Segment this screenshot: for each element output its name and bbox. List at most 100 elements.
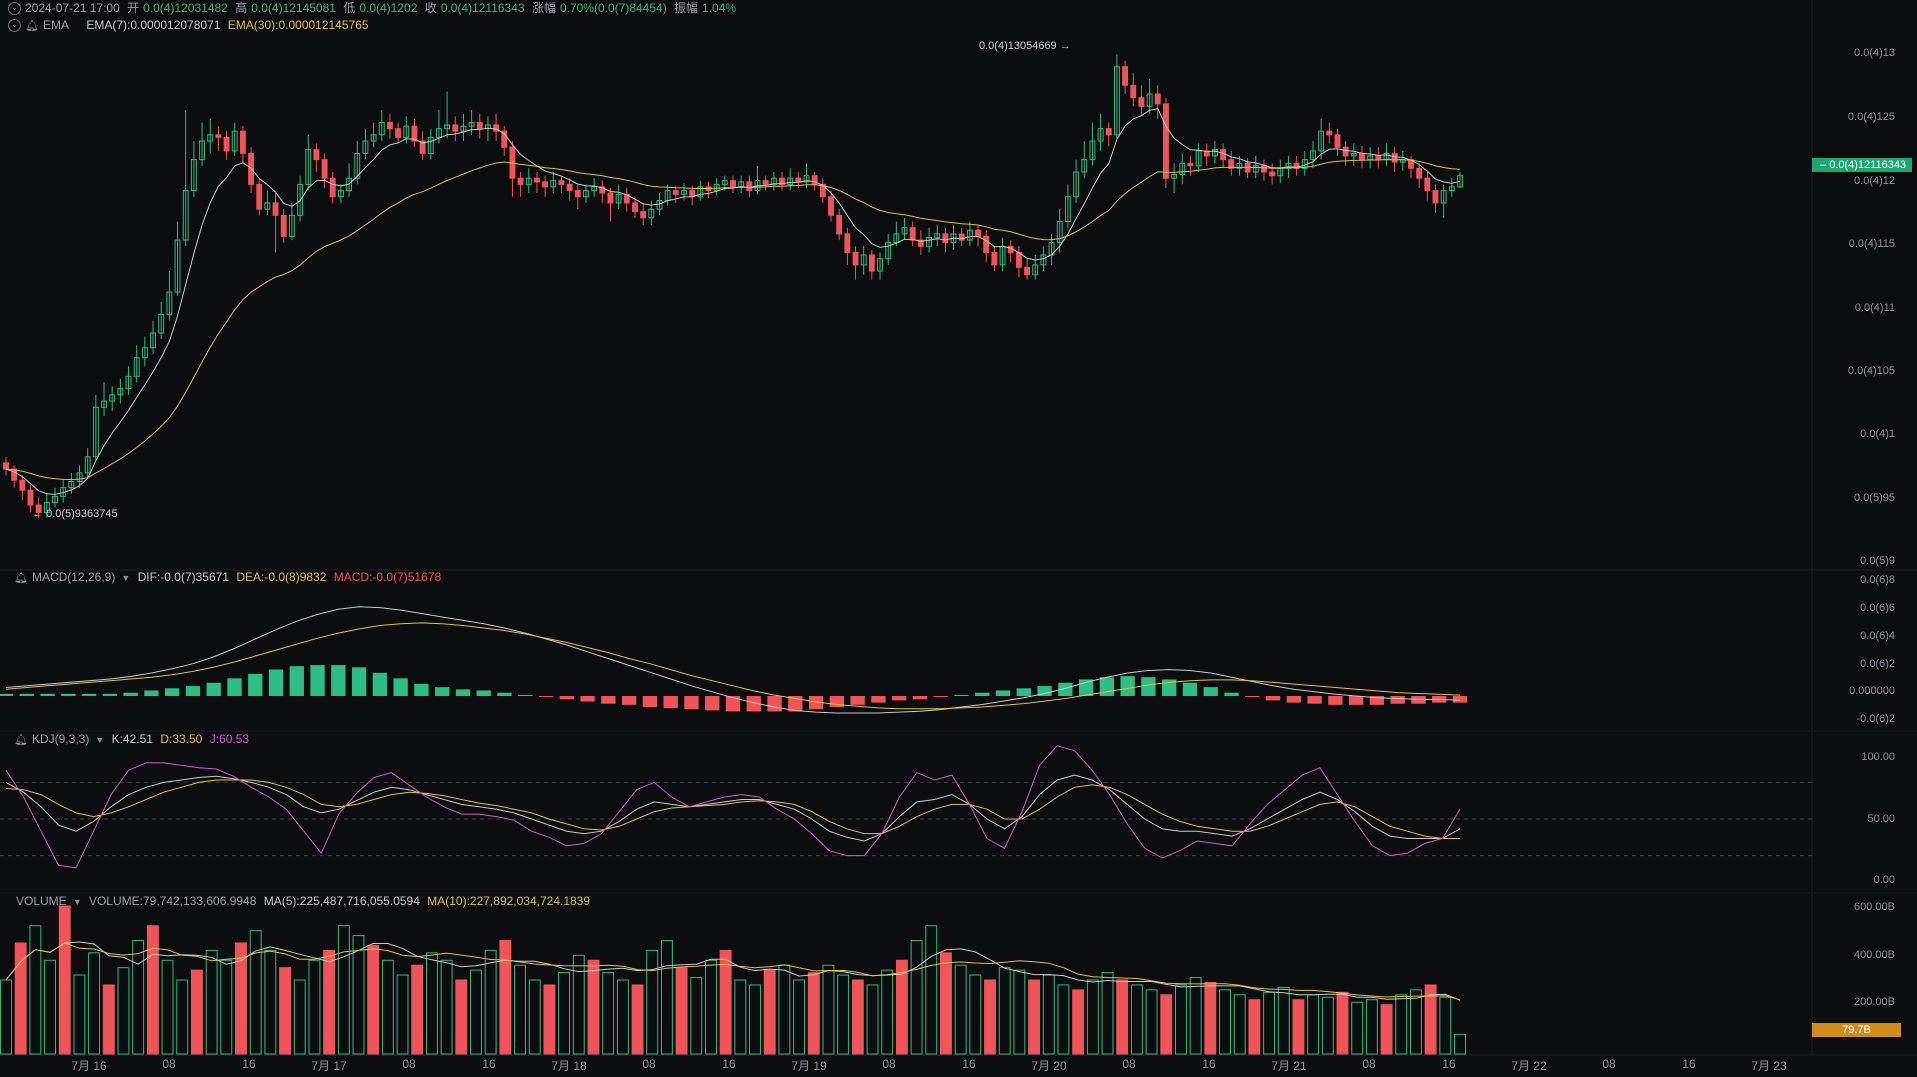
candle-up	[92, 406, 99, 458]
macd-bar	[455, 689, 471, 696]
macd-bar	[518, 694, 533, 696]
candle-down	[1359, 152, 1365, 161]
macd-bar	[559, 696, 574, 700]
macd-bar	[871, 696, 886, 703]
macd-bar	[995, 690, 1011, 696]
volume-bar	[1130, 984, 1143, 1055]
dropdown-caret-icon[interactable]: ▼	[95, 735, 105, 745]
volume-bar	[264, 949, 277, 1055]
volume-bar	[1219, 989, 1231, 1055]
volume-bar	[705, 959, 717, 1055]
candle-down	[35, 504, 42, 513]
candle-up	[125, 375, 132, 390]
candle-down	[623, 193, 630, 204]
candle-up	[1318, 130, 1325, 152]
volume-bar	[1189, 977, 1202, 1055]
volume-bar	[1101, 972, 1114, 1055]
volume-bar	[1248, 999, 1261, 1055]
volume-bar	[1042, 974, 1055, 1055]
macd-bar	[1265, 696, 1281, 701]
time-tick: 7月 20	[1031, 1059, 1067, 1073]
candle-up	[1089, 140, 1096, 161]
candle-down	[452, 124, 459, 132]
candle-up	[697, 186, 704, 198]
macd-title[interactable]: MACD(12,26,9)	[31, 570, 116, 584]
dropdown-caret-icon[interactable]: ▼	[72, 897, 82, 907]
candle-up	[1171, 173, 1178, 179]
bell-icon[interactable]: 🔔︎	[25, 20, 39, 32]
candle-up	[860, 254, 867, 266]
volume-bar	[249, 930, 262, 1055]
volume-title[interactable]: VOLUME	[16, 894, 67, 908]
ema30-line	[5, 159, 1461, 481]
candle-down	[1220, 149, 1227, 161]
dropdown-caret-icon[interactable]: ▼	[121, 573, 131, 583]
volume-ma5-line	[5, 941, 1461, 1001]
candle-down	[762, 180, 769, 185]
price-tick: 0.0(4)13	[1854, 47, 1895, 59]
candle-down	[975, 229, 982, 237]
macd-tick: 0.0(6)8	[1860, 574, 1895, 586]
volume-bar	[719, 949, 732, 1055]
candle-up	[648, 208, 655, 219]
open-value: 0.0(4)12031482	[143, 1, 228, 15]
candle-up	[1073, 171, 1080, 198]
macd-bar	[289, 666, 304, 696]
time-tick: 16	[722, 1057, 736, 1071]
candle-down	[909, 227, 916, 241]
collapse-toggle-icon[interactable]: ⌄	[8, 19, 21, 33]
macd-bar	[61, 693, 76, 696]
candle-down	[542, 181, 549, 188]
volume-bar	[1160, 994, 1173, 1055]
candle-down	[321, 159, 328, 179]
volume-ma5: MA(5):225,487,716,055.0594	[263, 894, 420, 908]
current-price-value: 0.0(4)12116343	[1829, 159, 1907, 171]
collapse-toggle-icon[interactable]: ⌄	[8, 2, 21, 16]
kdj-tick: 100.00	[1861, 751, 1895, 763]
volume-bar	[1454, 1033, 1466, 1055]
volume-bar	[851, 979, 864, 1055]
high-label: 高	[235, 1, 248, 15]
candle-up	[362, 140, 369, 154]
price-candles	[3, 54, 1463, 518]
candle-up	[615, 193, 622, 204]
candle-up	[1440, 190, 1447, 204]
macd-bar	[1203, 687, 1218, 696]
candle-down	[1105, 128, 1112, 136]
volume-bar	[73, 974, 86, 1055]
ema-title[interactable]: EMA	[42, 18, 69, 32]
candle-down	[917, 239, 924, 247]
candle-up	[84, 456, 91, 474]
macd-bar	[81, 693, 97, 696]
candle-down	[517, 177, 524, 185]
kdj-tick: 0.00	[1873, 874, 1895, 886]
candle-up	[770, 177, 777, 185]
candle-up	[264, 202, 271, 210]
macd-bar	[1286, 696, 1301, 703]
macd-bar	[725, 696, 741, 712]
bell-icon[interactable]: 🔔︎	[14, 572, 28, 584]
bell-icon[interactable]: 🔔︎	[14, 734, 28, 746]
macd-tick: 0.000000	[1849, 685, 1895, 697]
ema-legend: ⌄ 🔔︎ EMA EMA(7):0.000012078071 EMA(30):0.0…	[8, 17, 373, 34]
close-label: 收	[424, 1, 437, 15]
volume-bar	[381, 959, 394, 1055]
macd-bar	[227, 678, 242, 696]
candle-up	[370, 134, 377, 142]
macd-panel	[0, 606, 1468, 714]
candle-down	[493, 124, 500, 132]
volume-bar	[778, 964, 791, 1055]
volume-bar	[1086, 979, 1099, 1055]
volume-bar	[1174, 984, 1187, 1055]
time-tick: 08	[402, 1057, 416, 1071]
kdj-title[interactable]: KDJ(9,3,3)	[31, 732, 90, 746]
candle-down	[313, 149, 320, 161]
open-label: 开	[127, 1, 140, 15]
candle-up	[150, 332, 156, 349]
time-tick: 08	[642, 1057, 656, 1071]
candle-down	[672, 190, 679, 195]
volume-bar	[1424, 984, 1437, 1055]
macd-bar	[372, 672, 388, 696]
price-tick: 0.0(4)125	[1847, 111, 1895, 123]
